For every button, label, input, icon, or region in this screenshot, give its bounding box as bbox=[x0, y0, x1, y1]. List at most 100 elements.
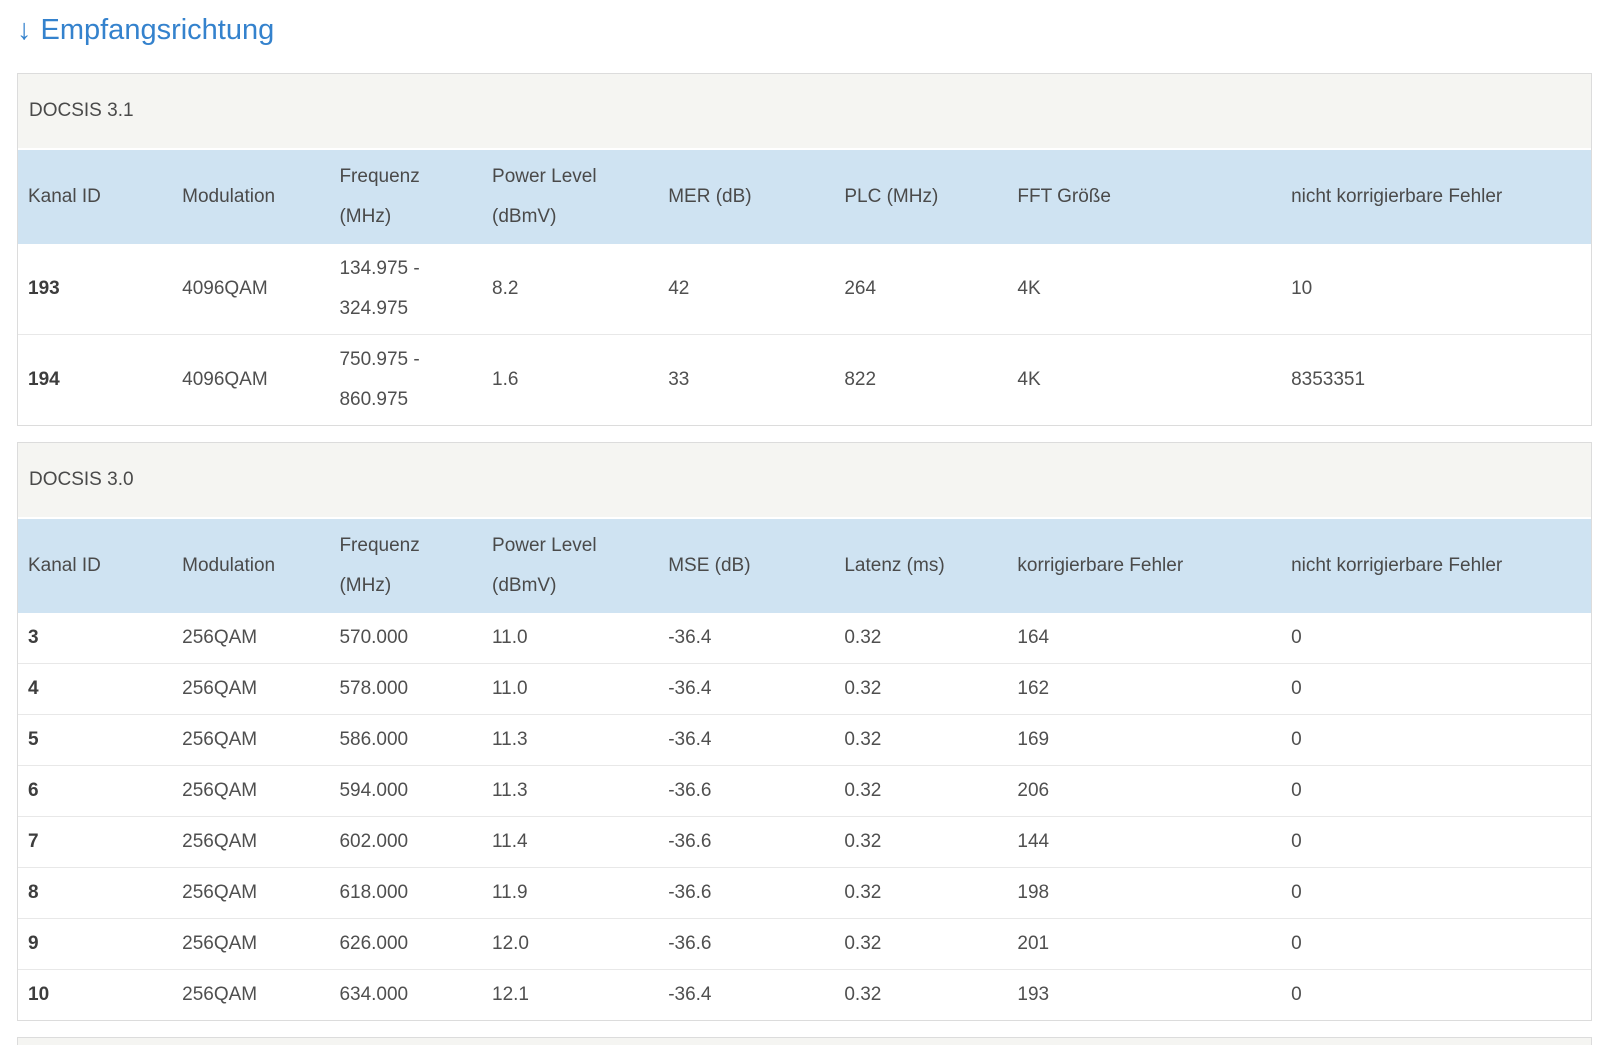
table-cell: 264 bbox=[844, 278, 877, 299]
column-header: nicht korrigierbare Fehler bbox=[1281, 150, 1591, 244]
table-cell: 11.4 bbox=[482, 816, 659, 868]
table-cell: 206 bbox=[1007, 765, 1282, 817]
table-cell: -36.4 bbox=[658, 714, 835, 766]
column-header: Frequenz (MHz) bbox=[329, 150, 483, 244]
down-arrow-icon: ↓ bbox=[17, 14, 32, 46]
table-cell: 164 bbox=[1017, 627, 1050, 648]
column-header: Kanal ID bbox=[18, 150, 173, 244]
table-cell: 0.32 bbox=[834, 816, 1008, 868]
table-cell: 0 bbox=[1281, 765, 1591, 817]
empfangsrichtung-heading[interactable]: ↓ Empfangsrichtung bbox=[17, 14, 1592, 47]
column-header: Power Level (dBmV) bbox=[482, 150, 659, 244]
table-cell: 0.32 bbox=[844, 627, 882, 648]
docsis-30-panel: DOCSIS 3.0 Kanal ID Modulation Frequenz (M… bbox=[17, 442, 1592, 1021]
table-cell: 750.975 - 860.975 bbox=[329, 334, 483, 425]
table-row: 10 256QAM 634.000 12.1 -36.4 0.32 193 0 bbox=[18, 969, 1591, 1020]
table-cell: 33 bbox=[658, 334, 835, 425]
column-header: nicht korrigierbare Fehler bbox=[1281, 519, 1591, 613]
table-cell: 162 bbox=[1007, 663, 1282, 715]
table-cell: 8.2 bbox=[492, 278, 519, 299]
table-row: 9 256QAM 626.000 12.0 -36.6 0.32 201 0 bbox=[18, 918, 1591, 970]
table-cell: 0.32 bbox=[834, 663, 1008, 715]
table-cell: 0.32 bbox=[834, 765, 1008, 817]
panel-title-docsis-30: DOCSIS 3.0 bbox=[18, 443, 1591, 519]
table-cell: 144 bbox=[1007, 816, 1282, 868]
table-cell: 198 bbox=[1007, 867, 1282, 919]
table-cell: -36.6 bbox=[658, 867, 835, 919]
table-cell: 0.32 bbox=[834, 969, 1008, 1020]
column-header: Frequenz (MHz) bbox=[329, 519, 483, 613]
cell-kanal-id: 6 bbox=[18, 765, 173, 817]
column-header: FFT Größe bbox=[1007, 150, 1282, 244]
table-row: 193 4096QAM 134.975 - 324.975 8.2 42 264 4K 10 bbox=[18, 244, 1591, 335]
table-cell: 11.3 bbox=[482, 765, 659, 817]
column-header: Kanal ID bbox=[18, 519, 173, 613]
column-header: Latenz (ms) bbox=[834, 519, 1008, 613]
table-cell: 10 bbox=[1291, 278, 1313, 299]
cell-kanal-id: 4 bbox=[18, 663, 173, 715]
cell-kanal-id: 193 bbox=[28, 278, 60, 299]
table-cell: 634.000 bbox=[329, 969, 483, 1020]
table-cell: 0 bbox=[1281, 867, 1591, 919]
docsis-30-table-body: 3 256QAM 570.000 11.0 -36.4 0.32 164 0 4 256QAM 57… bbox=[18, 613, 1591, 1020]
table-cell: -36.4 bbox=[668, 627, 712, 648]
table-cell: 4096QAM bbox=[172, 334, 330, 425]
table-cell: 11.0 bbox=[492, 627, 528, 648]
table-cell: 12.0 bbox=[482, 918, 659, 970]
table-cell: 256QAM bbox=[172, 714, 330, 766]
panel-title-docsis-31: DOCSIS 3.1 bbox=[18, 74, 1591, 150]
table-cell: 570.000 bbox=[339, 627, 409, 648]
table-row: 6 256QAM 594.000 11.3 -36.6 0.32 206 0 bbox=[18, 765, 1591, 817]
docsis-31-table-body: 193 4096QAM 134.975 - 324.975 8.2 42 264 4K 10 1… bbox=[18, 244, 1591, 425]
table-cell: 8353351 bbox=[1281, 334, 1591, 425]
cell-kanal-id: 8 bbox=[18, 867, 173, 919]
table-cell: -36.4 bbox=[658, 663, 835, 715]
table-cell: 256QAM bbox=[172, 663, 330, 715]
cell-kanal-id: 7 bbox=[18, 816, 173, 868]
column-header: korrigierbare Fehler bbox=[1007, 519, 1282, 613]
table-cell: 256QAM bbox=[172, 969, 330, 1020]
docsis-30-table: Kanal ID Modulation Frequenz (MHz) Power Le… bbox=[18, 519, 1591, 1020]
column-header: MER (dB) bbox=[658, 150, 835, 244]
column-header: Modulation bbox=[172, 519, 330, 613]
table-cell: 256QAM bbox=[182, 627, 258, 648]
header-row: Kanal ID Modulation Frequenz (MHz) Power Le… bbox=[18, 519, 1591, 613]
header-row: Kanal ID Modulation Frequenz (MHz) Power Le… bbox=[18, 150, 1591, 244]
column-header: Modulation bbox=[172, 150, 330, 244]
table-cell: -36.4 bbox=[658, 969, 835, 1020]
table-cell: 11.9 bbox=[482, 867, 659, 919]
cell-kanal-id: 5 bbox=[18, 714, 173, 766]
cell-kanal-id: 9 bbox=[18, 918, 173, 970]
table-cell: 626.000 bbox=[329, 918, 483, 970]
table-cell: 0 bbox=[1291, 627, 1302, 648]
table-cell: 11.3 bbox=[482, 714, 659, 766]
table-cell: 0.32 bbox=[834, 918, 1008, 970]
table-cell: 256QAM bbox=[172, 765, 330, 817]
table-cell: 4K bbox=[1007, 334, 1282, 425]
column-header: MSE (dB) bbox=[658, 519, 835, 613]
table-cell: 201 bbox=[1007, 918, 1282, 970]
page-title-text: Empfangsrichtung bbox=[40, 14, 275, 46]
docsis-31-table: Kanal ID Modulation Frequenz (MHz) Power Le… bbox=[18, 150, 1591, 425]
table-row: 5 256QAM 586.000 11.3 -36.4 0.32 169 0 bbox=[18, 714, 1591, 766]
table-cell: 1.6 bbox=[482, 334, 659, 425]
table-cell: 0 bbox=[1281, 969, 1591, 1020]
table-cell: -36.6 bbox=[658, 816, 835, 868]
table-cell: 256QAM bbox=[172, 867, 330, 919]
table-cell: 4096QAM bbox=[182, 278, 268, 299]
table-cell: 169 bbox=[1007, 714, 1282, 766]
column-header: Power Level (dBmV) bbox=[482, 519, 659, 613]
table-cell: 0 bbox=[1281, 714, 1591, 766]
table-cell: 4K bbox=[1017, 278, 1041, 299]
table-row: 7 256QAM 602.000 11.4 -36.6 0.32 144 0 bbox=[18, 816, 1591, 868]
table-cell: 0 bbox=[1281, 918, 1591, 970]
table-cell: 134.975 - 324.975 bbox=[339, 258, 420, 319]
table-cell: 256QAM bbox=[172, 918, 330, 970]
table-cell: 0.32 bbox=[834, 867, 1008, 919]
table-cell: 602.000 bbox=[329, 816, 483, 868]
table-cell: 11.0 bbox=[482, 663, 659, 715]
next-panel-partial bbox=[17, 1037, 1592, 1045]
docsis-31-panel: DOCSIS 3.1 Kanal ID Modulation Frequenz (M… bbox=[17, 73, 1592, 426]
table-cell: 0 bbox=[1281, 816, 1591, 868]
